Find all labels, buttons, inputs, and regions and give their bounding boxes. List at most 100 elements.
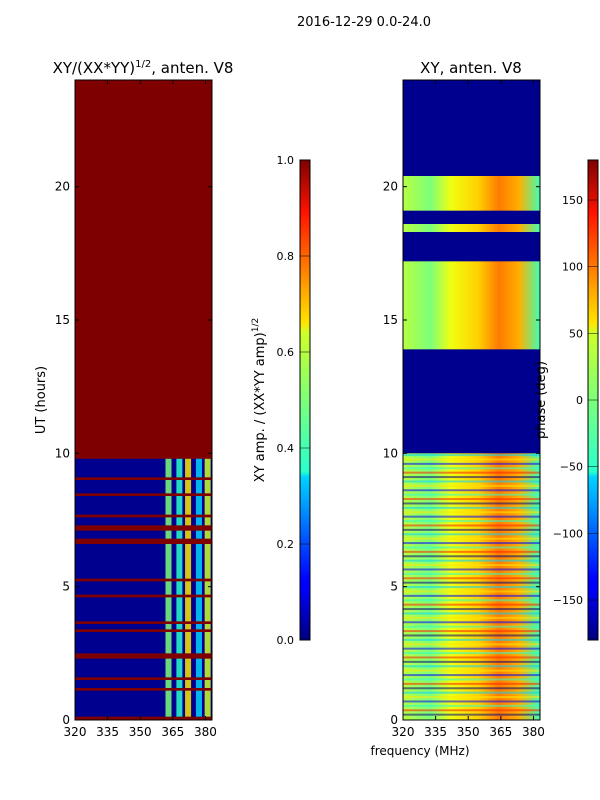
right-y-tick-label: 15 xyxy=(383,313,398,327)
saturated-band xyxy=(75,309,212,312)
phase-stripe xyxy=(403,603,540,606)
phase-stripe xyxy=(403,669,540,672)
phase-stripe xyxy=(403,665,540,668)
right-x-tick-label: 365 xyxy=(489,725,512,739)
saturated-band xyxy=(75,194,212,198)
right-colorbar-tick-label: −50 xyxy=(560,461,583,474)
left-title: XY/(XX*YY)1/2, anten. V8 xyxy=(53,59,234,77)
right-colorbar-label: phase (deg) xyxy=(534,361,549,439)
left-x-tick-label: 380 xyxy=(194,725,217,739)
saturated-band xyxy=(75,330,212,334)
left-x-tick-label: 335 xyxy=(96,725,119,739)
phase-stripe xyxy=(403,493,540,496)
high-coherence-channel xyxy=(185,458,192,717)
right-colorbar-tick-label: 0 xyxy=(576,394,583,407)
right-axes-frame xyxy=(402,79,541,721)
saturated-band xyxy=(75,621,212,624)
saturated-band xyxy=(75,677,212,680)
phase-stripe xyxy=(403,700,540,703)
phase-stripe xyxy=(403,643,540,646)
phase-stripe xyxy=(403,581,540,584)
left-x-tick-label: 320 xyxy=(64,725,87,739)
saturated-band xyxy=(75,653,212,659)
right-y-tick-label: 0 xyxy=(390,713,398,727)
high-coherence-channel xyxy=(204,458,211,717)
phase-stripe xyxy=(403,612,540,615)
phase-stripe xyxy=(403,630,540,633)
left-colorbar-tick-label: 1.0 xyxy=(277,154,295,167)
right-colorbar-tick-label: −100 xyxy=(553,527,583,540)
phase-stripe xyxy=(403,550,540,553)
left-axes-frame xyxy=(74,79,213,721)
phase-stripe xyxy=(403,476,540,479)
phase-stripe xyxy=(403,564,540,567)
phase-stripe xyxy=(403,568,540,571)
saturated-band xyxy=(75,293,212,296)
right-colorbar: phase (deg) −150 −100 −50 0 50 100 150 xyxy=(534,159,599,641)
right-colorbar-tick-label: 100 xyxy=(562,261,583,274)
phase-stripe xyxy=(403,634,540,637)
left-colorbar-tick-label: 0.2 xyxy=(277,538,295,551)
right-y-tick-label: 20 xyxy=(383,180,398,194)
left-y-tick-label: 15 xyxy=(55,313,70,327)
right-y-tick-label: 10 xyxy=(383,446,398,460)
x-axis-label: frequency (MHz) xyxy=(370,744,469,758)
phase-stripe xyxy=(403,691,540,694)
masked-region xyxy=(403,349,540,454)
saturated-band xyxy=(75,280,212,283)
phase-stripe xyxy=(403,687,540,690)
left-x-tick-label: 365 xyxy=(161,725,184,739)
phase-stripe xyxy=(403,660,540,663)
phase-stripe xyxy=(403,674,540,677)
right-panel: XY, anten. V8 320 335 350 365 380 0 5 10 15 20 f… xyxy=(370,59,544,758)
right-colorbar-tick-label: −150 xyxy=(553,594,583,607)
masked-region xyxy=(403,210,540,224)
phase-stripe xyxy=(403,586,540,589)
left-y-axis-label: UT (hours) xyxy=(34,366,49,434)
phase-stripe xyxy=(403,638,540,641)
phase-stripe xyxy=(403,608,540,611)
phase-stripe xyxy=(403,458,540,461)
phase-stripe xyxy=(403,559,540,562)
left-y-tick-label: 10 xyxy=(55,446,70,460)
left-y-tick-label: 0 xyxy=(62,713,70,727)
phase-stripe xyxy=(403,572,540,575)
left-panel: XY/(XX*YY)1/2, anten. V8 320 335 350 365 380… xyxy=(34,59,233,739)
phase-stripe xyxy=(403,555,540,558)
phase-stripe xyxy=(403,511,540,514)
left-heatmap xyxy=(75,80,212,720)
phase-stripe xyxy=(403,621,540,624)
phase-stripe xyxy=(403,489,540,492)
masked-region xyxy=(403,80,540,176)
phase-stripe xyxy=(403,515,540,518)
phase-stripe xyxy=(403,471,540,474)
saturated-band xyxy=(75,80,212,459)
left-colorbar-gradient xyxy=(299,159,311,641)
right-x-tick-label: 320 xyxy=(392,725,415,739)
phase-stripe xyxy=(403,656,540,659)
left-colorbar: 0.0 0.2 0.4 0.6 0.8 1.0 XY amp. / (XX*YY amp)… xyxy=(251,154,311,647)
right-x-tick-label: 350 xyxy=(457,725,480,739)
saturated-band xyxy=(75,514,212,518)
phase-stripe xyxy=(403,520,540,523)
phase-stripe xyxy=(403,616,540,619)
phase-stripe xyxy=(403,594,540,597)
phase-stripe xyxy=(403,454,540,457)
phase-stripe xyxy=(403,704,540,707)
phase-stripe xyxy=(403,713,540,716)
phase-stripe xyxy=(403,528,540,531)
high-coherence-channel xyxy=(195,458,202,717)
phase-stripe xyxy=(403,682,540,685)
right-y-tick-label: 5 xyxy=(390,580,398,594)
phase-stripe xyxy=(403,502,540,505)
phase-stripe xyxy=(403,599,540,602)
phase-stripe xyxy=(403,462,540,465)
left-y-tick-label: 20 xyxy=(55,180,70,194)
saturated-band xyxy=(75,525,212,531)
left-colorbar-tick-label: 0.0 xyxy=(277,634,295,647)
right-x-tick-label: 335 xyxy=(424,725,447,739)
high-coherence-channel xyxy=(165,458,172,717)
right-heatmap xyxy=(403,80,540,720)
phase-stripe xyxy=(403,480,540,483)
phase-stripe xyxy=(403,506,540,509)
